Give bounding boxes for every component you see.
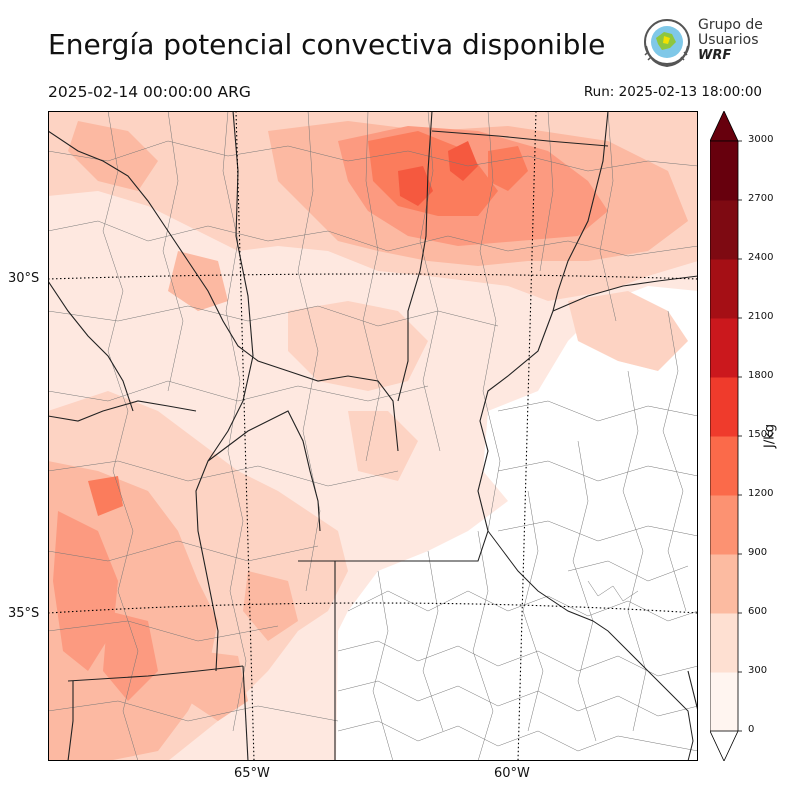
- lat-label-30s: 30°S: [8, 271, 40, 286]
- colorbar: 3000 2700 2400 2100 1800 1500 1200 900 600 300 0: [709, 110, 790, 762]
- run-time: Run: 2025-02-13 18:00:00: [583, 84, 762, 100]
- globe-icon: [644, 19, 690, 68]
- colorbar-bin: [710, 613, 738, 673]
- colorbar-tick-label: 2400: [748, 252, 774, 263]
- graticule: [48, 111, 698, 761]
- coastline: [487, 530, 694, 761]
- logo-line3: WRF: [698, 48, 732, 63]
- colorbar-label: J/kg: [762, 424, 778, 448]
- colorbar-tick-label: 900: [748, 547, 768, 558]
- department-boundaries: [48, 111, 698, 761]
- colorbar-swatches: [709, 110, 742, 762]
- wrf-logo: Grupo de Usuarios WRF: [638, 16, 778, 72]
- map-title: Energía potencial convectiva disponible: [48, 28, 606, 61]
- cape-field-none: [336, 286, 698, 761]
- map-frame: [48, 111, 698, 761]
- colorbar-bin: [710, 318, 738, 378]
- colorbar-bin: [710, 495, 738, 555]
- colorbar-bin: [710, 377, 738, 437]
- colorbar-tick-label: 1200: [748, 488, 774, 499]
- colorbar-tick-label: 600: [748, 606, 768, 617]
- colorbar-tick-label: 3000: [748, 134, 774, 145]
- colorbar-tick-label: 1500: [748, 429, 774, 440]
- colorbar-bin: [710, 672, 738, 732]
- colorbar-bin: [710, 554, 738, 614]
- lat-label-35s: 35°S: [8, 606, 40, 621]
- province-boundaries: [48, 111, 698, 761]
- lon-label-65w: 65°W: [234, 766, 270, 781]
- colorbar-under-arrow: [709, 730, 739, 762]
- lon-label-60w: 60°W: [494, 766, 530, 781]
- cape-field-1500-1800: [398, 141, 478, 206]
- colorbar-tick-label: 0: [748, 724, 755, 735]
- colorbar-bin: [710, 141, 738, 201]
- colorbar-bin: [710, 259, 738, 319]
- colorbar-tick-label: 2100: [748, 311, 774, 322]
- cape-map: [48, 111, 698, 761]
- logo-line1: Grupo de: [698, 17, 763, 33]
- colorbar-tick-label: 1800: [748, 370, 774, 381]
- colorbar-tick-label: 300: [748, 665, 768, 676]
- colorbar-over-arrow: [709, 110, 739, 142]
- colorbar-bin: [710, 436, 738, 496]
- colorbar-bin: [710, 200, 738, 260]
- logo-line2: Usuarios: [698, 32, 759, 48]
- colorbar-tick-label: 2700: [748, 193, 774, 204]
- valid-time: 2025-02-14 00:00:00 ARG: [48, 83, 251, 101]
